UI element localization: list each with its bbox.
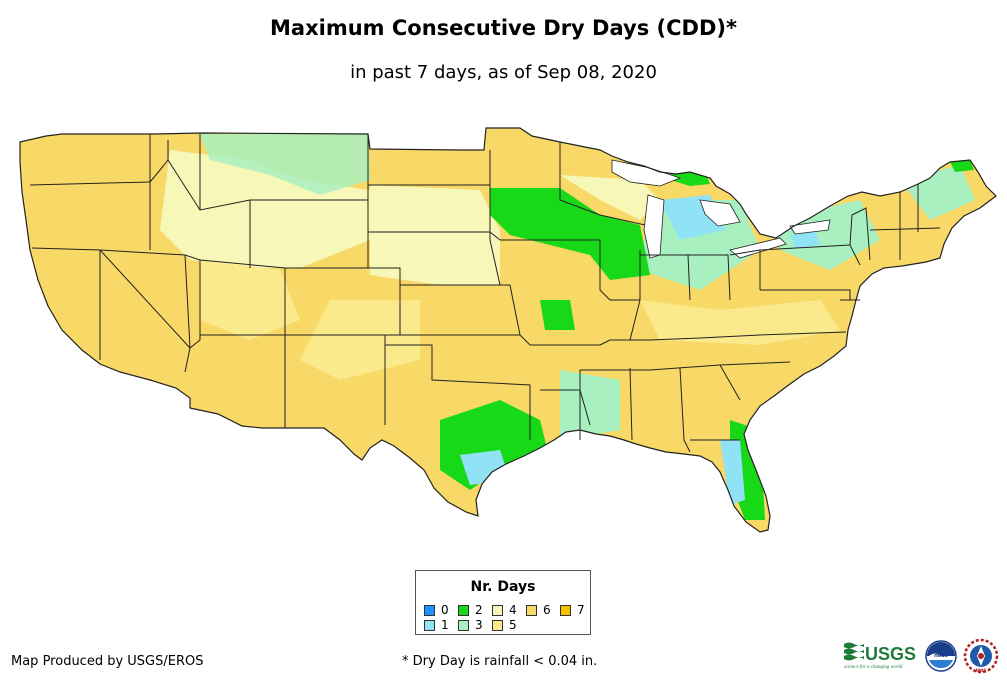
usgs-tagline: science for a changing world bbox=[844, 665, 903, 670]
lake-huron bbox=[699, 199, 741, 227]
legend-item-0: 0 bbox=[424, 603, 449, 617]
legend-label: 1 bbox=[441, 618, 449, 632]
map-credit: Map Produced by USGS/EROS bbox=[11, 654, 204, 669]
region-4-northern-rockies bbox=[160, 150, 370, 268]
legend-label: 3 bbox=[475, 618, 483, 632]
lake-michigan bbox=[643, 194, 665, 259]
region-1-florida bbox=[720, 440, 745, 505]
legend-swatch bbox=[560, 605, 571, 616]
legend-swatch bbox=[424, 620, 435, 631]
nws-text: NWS bbox=[976, 668, 987, 673]
legend-item-4: 4 bbox=[492, 603, 517, 617]
legend-swatch bbox=[458, 620, 469, 631]
map-title: Maximum Consecutive Dry Days (CDD)* bbox=[270, 16, 737, 40]
region-4-central-plains bbox=[370, 185, 500, 285]
map-subtitle: in past 7 days, as of Sep 08, 2020 bbox=[350, 62, 657, 83]
noaa-text: noaa bbox=[934, 653, 948, 659]
region-5-great-basin bbox=[200, 260, 300, 340]
region-2-upper-midwest bbox=[490, 188, 650, 280]
legend-swatch bbox=[492, 605, 503, 616]
legend-item-6: 6 bbox=[526, 603, 551, 617]
legend-label: 6 bbox=[543, 603, 551, 617]
region-3-montana bbox=[200, 134, 370, 195]
region-2-missouri bbox=[540, 300, 575, 330]
usgs-text: USGS bbox=[865, 644, 916, 664]
region-4-upper-midwest bbox=[560, 175, 660, 220]
legend-swatch bbox=[458, 605, 469, 616]
legend-label: 0 bbox=[441, 603, 449, 617]
usgs-logo: USGS science for a changing world bbox=[844, 642, 916, 670]
region-2-north-maine bbox=[950, 160, 974, 172]
noaa-logo: noaa bbox=[925, 640, 957, 672]
nws-logo: NWS bbox=[963, 638, 999, 674]
legend-label: 5 bbox=[509, 618, 517, 632]
legend-box: Nr. Days 0 1 2 3 4 5 6 7 bbox=[415, 570, 591, 635]
region-5-southern-plains bbox=[300, 300, 420, 380]
legend-swatch bbox=[424, 605, 435, 616]
legend-swatch bbox=[526, 605, 537, 616]
legend-item-3: 3 bbox=[458, 618, 483, 632]
legend-swatch bbox=[492, 620, 503, 631]
region-3-louisiana bbox=[560, 370, 620, 440]
legend-label: 2 bbox=[475, 603, 483, 617]
legend-label: 7 bbox=[577, 603, 585, 617]
region-1-lake-ontario bbox=[790, 230, 820, 248]
legend-item-1: 1 bbox=[424, 618, 449, 632]
state-boundaries bbox=[19, 127, 997, 533]
dry-day-footnote: * Dry Day is rainfall < 0.04 in. bbox=[402, 654, 598, 669]
lake-ontario bbox=[789, 219, 831, 235]
legend-title: Nr. Days bbox=[470, 579, 536, 595]
legend-item-7: 7 bbox=[560, 603, 585, 617]
legend-item-5: 5 bbox=[492, 618, 517, 632]
legend-item-2: 2 bbox=[458, 603, 483, 617]
legend-label: 4 bbox=[509, 603, 517, 617]
